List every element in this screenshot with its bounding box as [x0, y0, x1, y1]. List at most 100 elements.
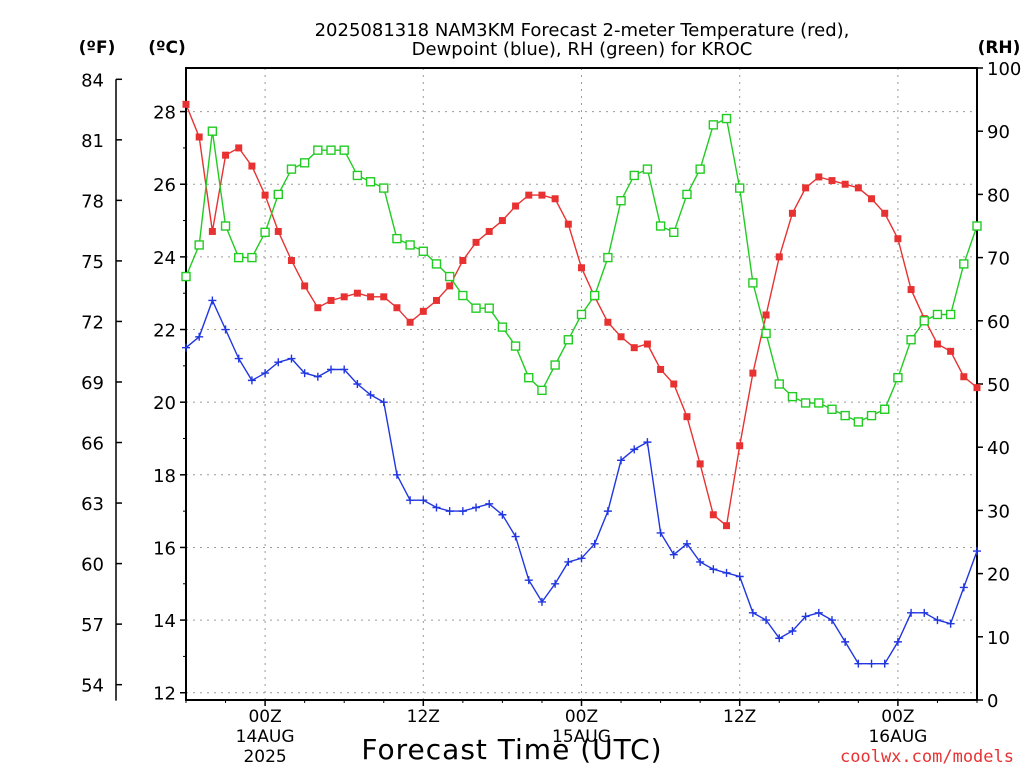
dewpoint-point	[498, 510, 507, 519]
temperature-point	[235, 144, 243, 152]
relative-humidity-point	[814, 398, 824, 408]
temperature-point	[894, 235, 902, 243]
dewpoint-point	[827, 616, 836, 625]
temperature-point	[933, 340, 941, 348]
relative-humidity-point	[893, 372, 903, 383]
rh-tick-label: 90	[987, 122, 1010, 143]
relative-humidity-point	[365, 177, 376, 187]
dewpoint-point	[735, 572, 744, 581]
x-tick-date-label: 14AUG	[236, 727, 295, 747]
temperature-point	[419, 307, 427, 315]
temperature-point	[459, 257, 467, 265]
rh-tick-label: 100	[987, 59, 1021, 80]
temperature-point	[512, 202, 520, 210]
temperature-point	[907, 286, 915, 294]
dewpoint-point	[709, 565, 718, 574]
relative-humidity-point	[418, 246, 428, 256]
dewpoint-point	[445, 507, 454, 516]
temperature-point	[274, 227, 282, 235]
relative-humidity-point	[669, 227, 679, 238]
fahrenheit-tick-label: 75	[81, 252, 104, 273]
temperature-point	[578, 264, 585, 272]
temperature-point	[868, 195, 876, 203]
fahrenheit-tick-label: 57	[81, 615, 104, 636]
temperature-point	[222, 151, 230, 159]
relative-humidity-point	[972, 221, 982, 231]
dewpoint-point	[946, 619, 955, 628]
fahrenheit-tick-label: 60	[81, 555, 104, 576]
temperature-point	[709, 511, 717, 519]
rh-tick-label: 10	[987, 628, 1010, 649]
relative-humidity-point	[932, 309, 943, 320]
temperature-point	[960, 373, 968, 381]
relative-humidity-point	[326, 145, 336, 155]
relative-humidity-point	[181, 271, 191, 282]
x-tick-date-label: 15AUG	[552, 727, 611, 747]
celsius-tick-label: 14	[153, 611, 176, 632]
temperature-point	[947, 347, 955, 355]
dewpoint-point	[603, 507, 612, 516]
x-tick-label: 00Z	[881, 707, 914, 727]
relative-humidity-point	[774, 379, 784, 389]
rh-tick-label: 20	[987, 565, 1010, 586]
relative-humidity-point	[655, 221, 666, 231]
fahrenheit-tick-label: 72	[81, 312, 104, 333]
dewpoint-point	[933, 616, 942, 625]
dewpoint-point	[313, 372, 322, 381]
relative-humidity-point	[906, 335, 916, 345]
relative-humidity-point	[827, 404, 837, 414]
relative-humidity-point	[286, 164, 297, 174]
fahrenheit-tick-label: 66	[81, 434, 104, 455]
relative-humidity-point	[735, 183, 745, 193]
temperature-point	[498, 217, 506, 225]
dewpoint-point	[551, 579, 560, 588]
dewpoint-point	[682, 539, 691, 548]
dewpoint-point	[274, 358, 283, 367]
temperature-point	[762, 311, 770, 319]
dewpoint-point	[814, 608, 823, 617]
rh-tick-label: 70	[987, 249, 1010, 270]
dewpoint-point	[221, 325, 230, 334]
dewpoint-point	[854, 659, 863, 668]
dewpoint-point	[327, 365, 336, 374]
fahrenheit-tick-label: 69	[81, 373, 104, 394]
dewpoint-point	[907, 608, 916, 617]
dewpoint-point	[524, 576, 533, 585]
rh-tick-label: 30	[987, 501, 1010, 522]
relative-humidity-point	[524, 372, 534, 383]
dewpoint-point	[247, 376, 256, 385]
relative-humidity-point	[537, 385, 547, 396]
relative-humidity-point	[431, 259, 442, 269]
dewpoint-point	[696, 557, 705, 566]
temperature-point	[406, 318, 414, 326]
temperature-point	[815, 173, 823, 181]
temperature-point	[367, 293, 375, 301]
dewpoint-point	[867, 659, 876, 668]
dewpoint-point	[287, 354, 296, 363]
dewpoint-point	[617, 456, 626, 465]
x-tick-date-label: 16AUG	[868, 727, 927, 747]
temperature-point	[736, 442, 744, 450]
dewpoint-point	[590, 539, 599, 548]
temperature-point	[538, 191, 546, 199]
x-axis-title: Forecast Time (UTC)	[361, 733, 662, 766]
relative-humidity-point	[629, 170, 639, 181]
temperature-point	[643, 340, 651, 348]
relative-humidity-point	[589, 290, 600, 301]
rh-tick-label: 0	[987, 691, 998, 712]
relative-humidity-point	[945, 309, 956, 320]
temperature-point	[696, 460, 704, 468]
dewpoint-point	[340, 365, 349, 374]
fahrenheit-unit-label: (ºF)	[79, 38, 116, 58]
dewpoint-point	[300, 369, 309, 378]
dewpoint-point	[893, 637, 902, 646]
chart-title-line2: Dewpoint (blue), RH (green) for KROC	[412, 39, 753, 60]
temperature-point	[683, 413, 691, 421]
dewpoint-point	[432, 503, 441, 512]
dewpoint-point	[366, 390, 375, 399]
temperature-point	[617, 333, 625, 341]
dewpoint-point	[208, 296, 217, 305]
relative-humidity-point	[194, 240, 204, 250]
relative-humidity-point	[313, 145, 323, 155]
dewpoint-point	[458, 507, 467, 516]
